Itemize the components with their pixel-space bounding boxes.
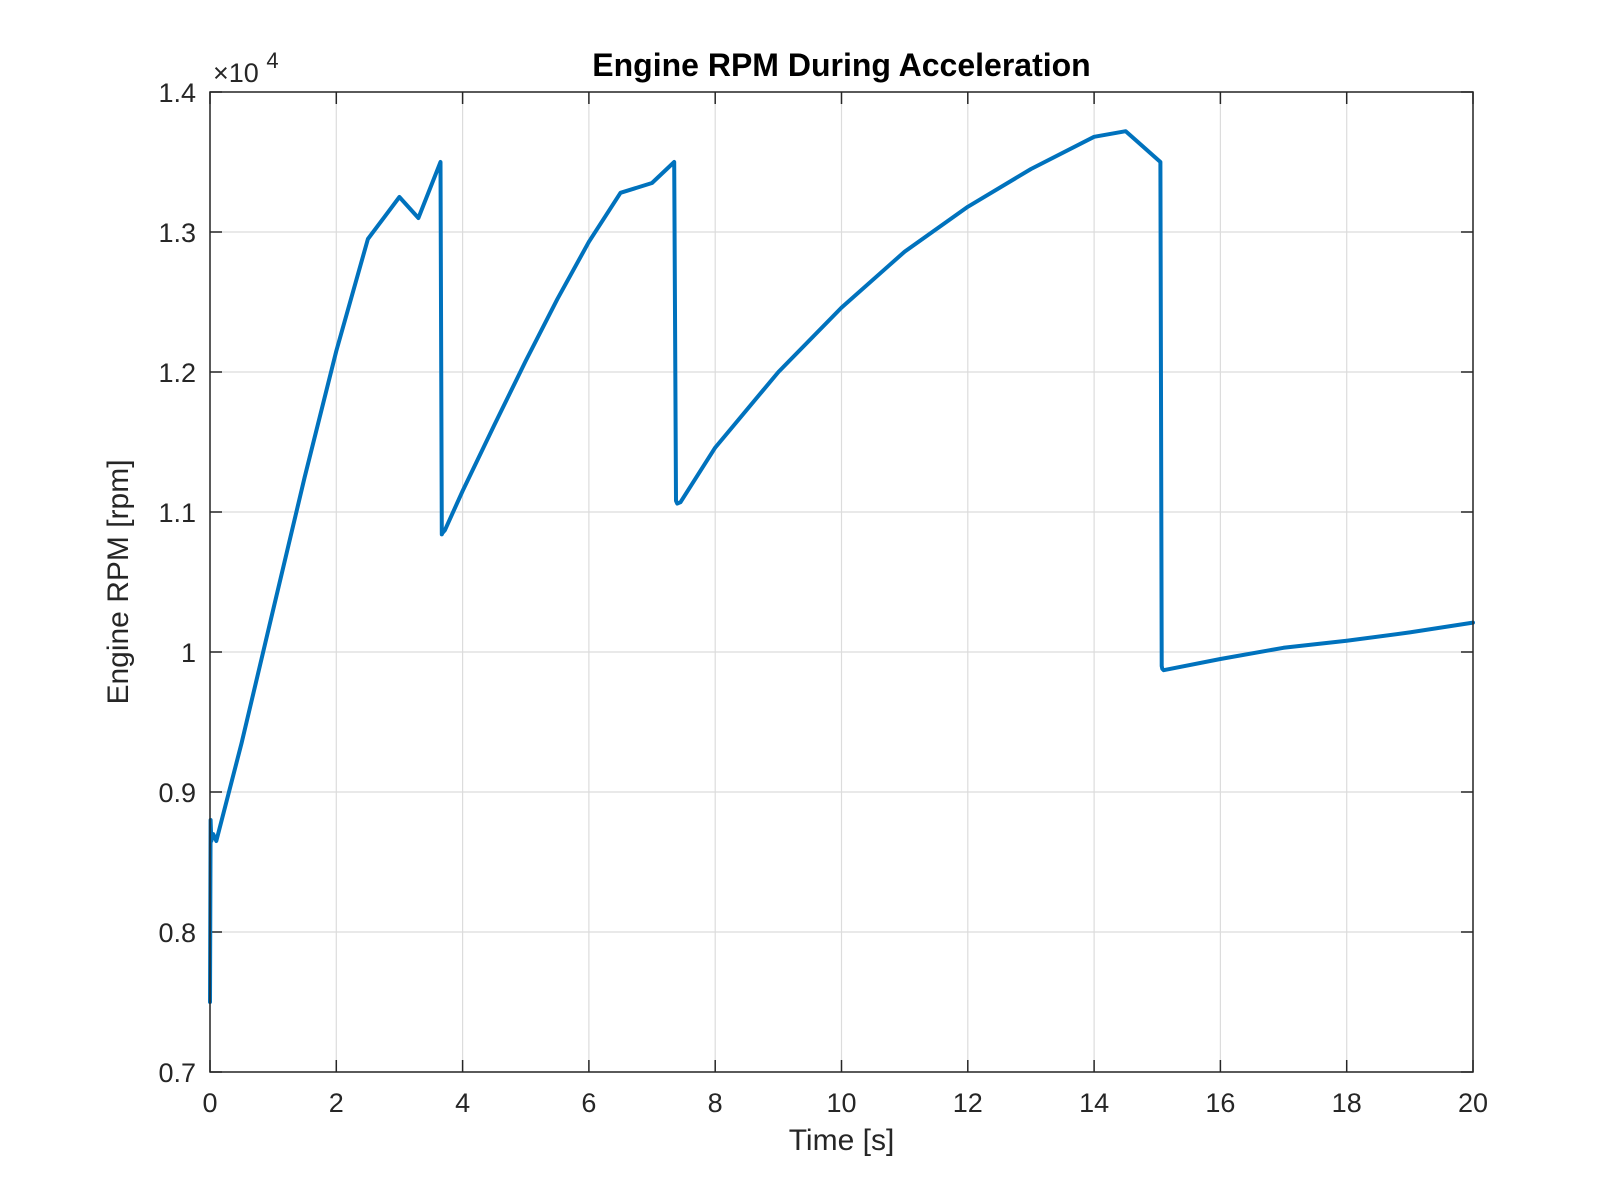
x-tick-label: 14 [1079,1088,1109,1118]
chart-title: Engine RPM During Acceleration [592,47,1090,83]
x-tick-labels: 0 2 4 6 8 10 12 14 16 18 20 [202,1088,1488,1118]
y-tick-label: 1 [181,638,196,668]
x-tick-label: 4 [455,1088,470,1118]
y-tick-label: 1.4 [158,78,196,108]
y-exponent-base: ×10 [213,58,259,88]
y-axis-label: Engine RPM [rpm] [102,459,135,704]
y-tick-label: 1.3 [158,218,196,248]
x-tick-label: 12 [953,1088,983,1118]
x-tick-label: 2 [329,1088,344,1118]
x-tick-label: 20 [1458,1088,1488,1118]
y-tick-label: 0.8 [158,918,196,948]
x-tick-label: 0 [202,1088,217,1118]
x-tick-label: 10 [826,1088,856,1118]
y-tick-label: 1.2 [158,358,196,388]
x-tick-label: 18 [1332,1088,1362,1118]
series-group [208,129,1475,1004]
y-exponent-label: ×10 4 [213,48,279,88]
x-tick-label: 8 [708,1088,723,1118]
y-exponent-power: 4 [266,48,278,73]
x-tick-label: 6 [581,1088,596,1118]
y-tick-label: 1.1 [158,498,196,528]
series-line [208,129,1475,1004]
x-axis-label: Time [s] [789,1124,895,1157]
y-tick-label: 0.9 [158,778,196,808]
y-tick-labels: 0.7 0.8 0.9 1 1.1 1.2 1.3 1.4 [158,78,196,1088]
y-tick-label: 0.7 [158,1058,196,1088]
x-tick-label: 16 [1205,1088,1235,1118]
plot-frame [209,91,1474,1073]
